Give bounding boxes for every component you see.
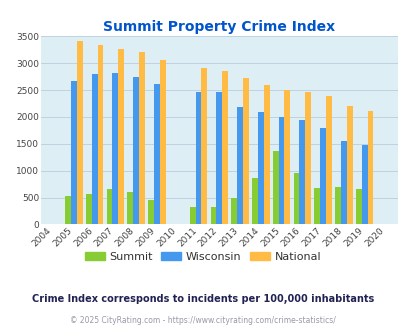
Bar <box>210 207 216 224</box>
Bar <box>201 68 207 224</box>
Bar <box>263 85 269 224</box>
Bar <box>305 92 310 224</box>
Bar <box>340 141 346 224</box>
Bar <box>65 196 71 224</box>
Legend: Summit, Wisconsin, National: Summit, Wisconsin, National <box>80 248 325 267</box>
Bar <box>133 77 139 224</box>
Bar <box>325 96 331 224</box>
Bar <box>272 151 278 224</box>
Bar <box>86 194 92 224</box>
Bar <box>127 192 133 224</box>
Bar <box>278 117 284 224</box>
Bar <box>97 45 103 224</box>
Bar <box>252 178 257 224</box>
Bar <box>77 41 82 224</box>
Title: Summit Property Crime Index: Summit Property Crime Index <box>103 20 335 34</box>
Bar <box>298 120 305 224</box>
Bar <box>231 198 237 224</box>
Text: © 2025 CityRating.com - https://www.cityrating.com/crime-statistics/: © 2025 CityRating.com - https://www.city… <box>70 316 335 325</box>
Bar <box>92 74 97 224</box>
Bar <box>257 112 263 224</box>
Bar <box>118 49 124 224</box>
Bar <box>361 146 367 224</box>
Bar <box>355 189 361 224</box>
Bar <box>367 111 373 224</box>
Bar <box>148 200 153 224</box>
Bar <box>346 106 352 224</box>
Bar <box>320 128 325 224</box>
Bar <box>195 92 201 224</box>
Bar <box>222 71 227 224</box>
Bar <box>334 187 340 224</box>
Bar <box>216 92 222 224</box>
Bar <box>284 90 290 224</box>
Bar <box>189 207 195 224</box>
Bar <box>313 188 320 224</box>
Bar <box>293 173 298 224</box>
Bar <box>160 60 165 224</box>
Bar <box>242 78 248 224</box>
Bar <box>237 107 242 224</box>
Bar <box>139 52 145 224</box>
Bar <box>112 73 118 224</box>
Bar <box>153 84 160 224</box>
Text: Crime Index corresponds to incidents per 100,000 inhabitants: Crime Index corresponds to incidents per… <box>32 294 373 304</box>
Bar <box>71 81 77 224</box>
Bar <box>107 189 112 224</box>
